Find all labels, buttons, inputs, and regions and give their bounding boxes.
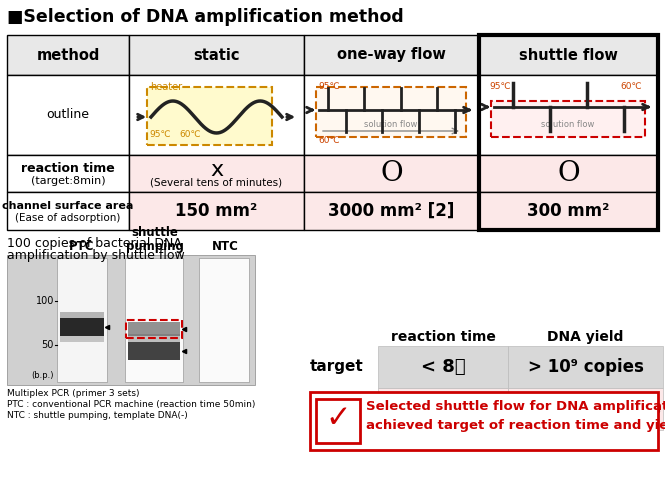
Text: 60℃: 60℃ [620,82,642,91]
Text: x: x [210,160,223,180]
Bar [479,192,658,230]
Text: method: method [37,48,100,62]
Text: 300 mm²: 300 mm² [527,202,610,220]
Bar [491,101,645,137]
Bar [129,192,304,230]
Text: ✓: ✓ [325,404,350,434]
Bar [304,75,479,155]
Bar [125,258,183,382]
Bar [479,35,658,75]
Bar [378,346,508,388]
Text: static: static [194,48,240,62]
Text: 100 copies of bacterial DNA: 100 copies of bacterial DNA [7,237,182,250]
Text: target: target [310,360,364,374]
Bar [479,75,658,155]
Text: solution flow: solution flow [364,120,418,129]
Text: 95℃: 95℃ [318,82,340,91]
Text: 95℃: 95℃ [489,82,511,91]
Text: reaction time: reaction time [390,330,495,344]
Text: 60℃: 60℃ [179,130,201,139]
Text: 60℃: 60℃ [318,136,340,145]
Text: (b.p.): (b.p.) [31,372,54,380]
Text: (Ease of adsorption): (Ease of adsorption) [15,213,120,223]
Text: outline: outline [47,108,90,122]
Bar [304,155,479,192]
Bar [199,258,249,382]
Text: 100: 100 [36,296,54,306]
Bar [483,79,654,151]
Bar [378,388,508,430]
Text: NTC : shuttle pumping, template DNA(-): NTC : shuttle pumping, template DNA(-) [7,411,188,420]
Bar [128,322,180,336]
Text: 150 mm²: 150 mm² [176,202,257,220]
Bar [310,392,658,450]
Bar [479,155,658,192]
Text: PTC : conventional PCR machine (reaction time 50min): PTC : conventional PCR machine (reaction… [7,400,255,409]
Text: 95℃: 95℃ [149,130,171,139]
Text: one-way flow: one-way flow [337,48,446,62]
Text: 10¹¹～10¹² copies: 10¹¹～10¹² copies [510,400,661,418]
Text: DNA yield: DNA yield [547,330,624,344]
Bar [60,318,104,336]
Text: (Several tens of minutes): (Several tens of minutes) [150,178,283,188]
Bar [126,320,182,338]
Bar [57,258,107,382]
Text: channel surface area: channel surface area [2,201,134,211]
Bar [128,334,180,342]
Bar [508,346,663,388]
Text: O: O [380,160,403,187]
Text: shuttle flow: shuttle flow [519,48,618,62]
Bar [60,336,104,342]
Bar [7,75,129,155]
Text: amplification by shuttle flow: amplification by shuttle flow [7,249,185,262]
Bar [308,79,475,151]
Bar [129,75,304,155]
Text: > 10⁹ copies: > 10⁹ copies [527,358,644,376]
Bar [129,35,304,75]
Text: PTC: PTC [69,240,94,253]
Text: O: O [557,160,580,187]
Bar [316,399,360,443]
Text: ■Selection of DNA amplification method: ■Selection of DNA amplification method [7,8,404,26]
Bar [7,155,129,192]
Text: heater: heater [150,82,182,92]
Bar [316,87,466,137]
Bar [7,255,255,385]
FancyBboxPatch shape [147,87,272,145]
Bar [129,155,304,192]
Bar [128,342,180,359]
Bar [508,388,663,430]
Bar [304,35,479,75]
Text: solution flow: solution flow [541,120,595,129]
Text: reaction time: reaction time [21,162,115,175]
Text: 3000 mm² [2]: 3000 mm² [2] [329,202,455,220]
Bar [479,35,658,230]
Text: Multiplex PCR (primer 3 sets): Multiplex PCR (primer 3 sets) [7,389,140,398]
Text: shuttle
pumping: shuttle pumping [126,226,184,253]
Bar [7,35,129,75]
Bar [133,79,300,151]
Bar [304,192,479,230]
Text: 7.5分: 7.5分 [422,400,464,418]
Text: (target:8min): (target:8min) [31,176,105,186]
Text: result: result [310,402,360,416]
Text: < 8分: < 8分 [421,358,465,376]
Text: NTC: NTC [211,240,239,253]
Text: 50: 50 [42,340,54,350]
Bar [7,192,129,230]
Bar [60,312,104,318]
Text: Selected shuttle flow for DNA amplification,
achieved target of reaction time an: Selected shuttle flow for DNA amplificat… [366,400,665,432]
